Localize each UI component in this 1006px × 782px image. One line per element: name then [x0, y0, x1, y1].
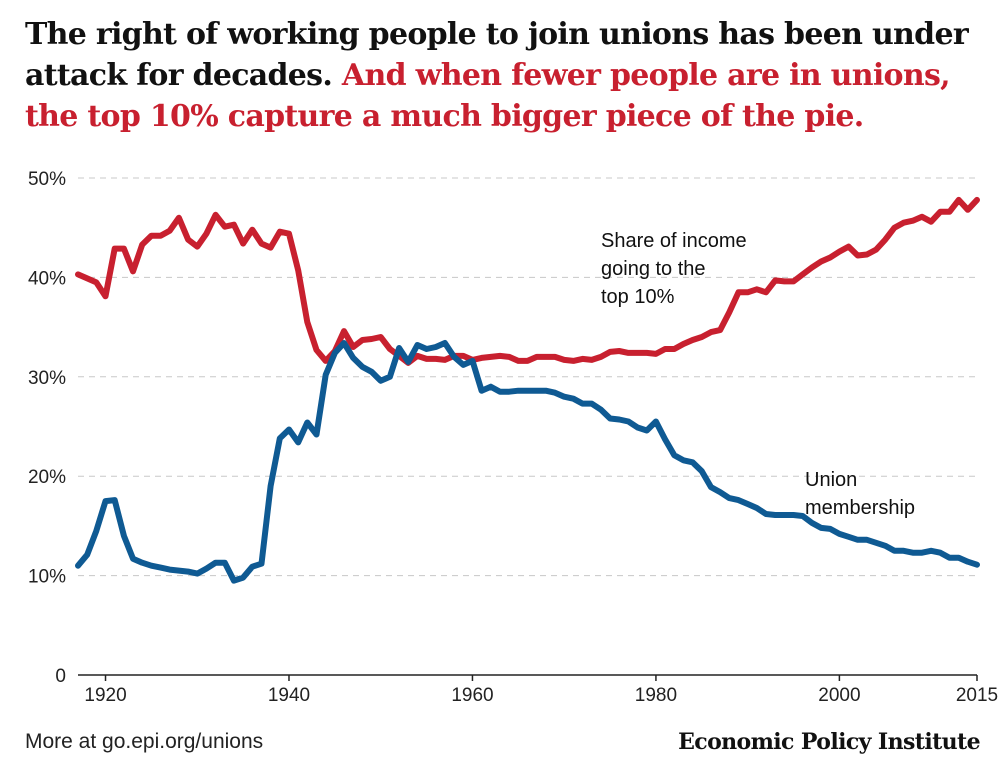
union-membership-line: [75, 340, 980, 584]
top10-series-label: top 10%: [601, 286, 675, 308]
headline-black-text: The right of working people to join unio…: [25, 17, 969, 93]
gridlines: [78, 177, 977, 577]
y-tick-label: 40%: [28, 268, 66, 289]
headline-red-text: And when fewer people are in unions, the…: [25, 58, 951, 134]
union-series-label: Union: [805, 469, 857, 491]
footer-link[interactable]: More at go.epi.org/unions: [25, 730, 264, 753]
x-tick-label: 2000: [818, 685, 860, 706]
top10-income-share-line: [75, 196, 980, 366]
series-labels: Share of income going to the top 10% Union m…: [601, 230, 915, 519]
axes: 0 10% 20% 30% 40% 50% 1920 1940 1960 1980 2000 2015: [28, 169, 998, 706]
top10-series-label: Share of income: [601, 230, 747, 252]
y-tick-label: 0: [55, 666, 66, 687]
x-tick-label: 1980: [635, 685, 677, 706]
x-tick-label: 1940: [268, 685, 310, 706]
y-tick-label: 10%: [28, 567, 66, 588]
org-logo-text: Economic Policy Institute: [678, 729, 980, 755]
series-lines: [75, 196, 980, 584]
y-tick-label: 50%: [28, 169, 66, 190]
x-tick-label: 1960: [451, 685, 493, 706]
y-tick-label: 20%: [28, 467, 66, 488]
y-tick-label: 30%: [28, 368, 66, 389]
x-tick-label: 2015: [956, 685, 998, 706]
chart-headline: The right of working people to join unio…: [25, 14, 985, 137]
top10-series-label: going to the: [601, 258, 706, 280]
union-series-label: membership: [805, 497, 915, 519]
x-tick-label: 1920: [84, 685, 126, 706]
